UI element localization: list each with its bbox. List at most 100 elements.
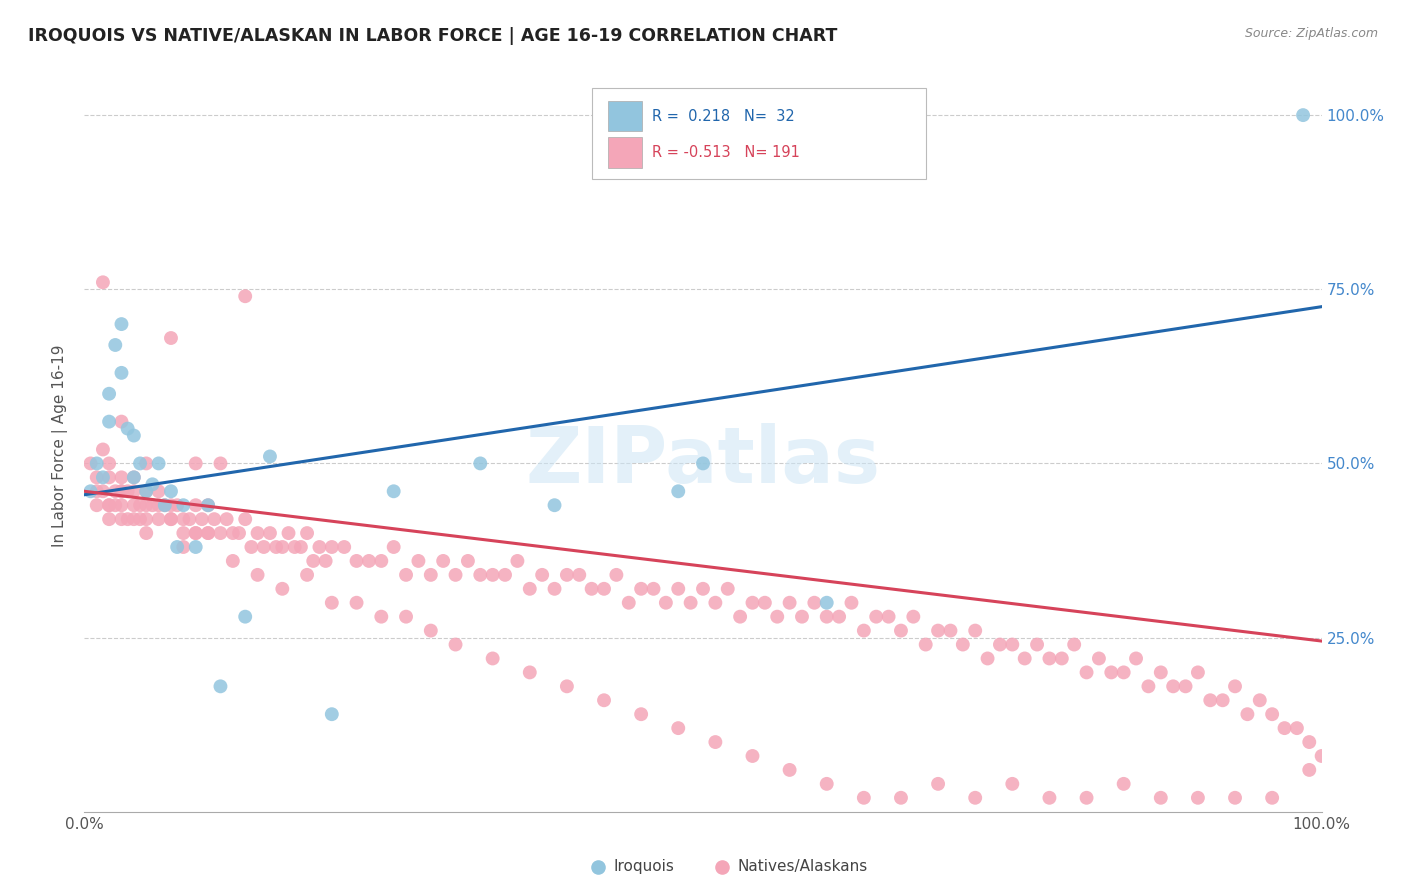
Natives/Alaskans — [253, 540, 276, 554]
Natives/Alaskans — [370, 554, 392, 568]
Natives/Alaskans — [655, 596, 678, 610]
Natives/Alaskans — [1001, 638, 1024, 652]
Natives/Alaskans — [841, 596, 863, 610]
Iroquois — [110, 317, 132, 331]
Natives/Alaskans — [197, 526, 219, 541]
Natives/Alaskans — [939, 624, 962, 638]
Natives/Alaskans — [1088, 651, 1111, 665]
Iroquois — [1292, 108, 1315, 122]
Natives/Alaskans — [741, 596, 763, 610]
Iroquois — [110, 366, 132, 380]
Natives/Alaskans — [605, 567, 627, 582]
Natives/Alaskans — [766, 609, 789, 624]
Natives/Alaskans — [877, 609, 900, 624]
Natives/Alaskans — [215, 512, 238, 526]
Natives/Alaskans — [86, 470, 108, 484]
Natives/Alaskans — [704, 735, 727, 749]
Bar — [607, 101, 643, 131]
Natives/Alaskans — [1249, 693, 1271, 707]
Natives/Alaskans — [704, 596, 727, 610]
Natives/Alaskans — [233, 512, 256, 526]
Natives/Alaskans — [233, 289, 256, 303]
Text: Natives/Alaskans: Natives/Alaskans — [738, 859, 868, 874]
Iroquois — [148, 457, 170, 471]
Natives/Alaskans — [295, 526, 318, 541]
Iroquois — [197, 498, 219, 512]
Natives/Alaskans — [264, 540, 287, 554]
Natives/Alaskans — [1112, 665, 1135, 680]
Natives/Alaskans — [122, 512, 145, 526]
Natives/Alaskans — [1125, 651, 1147, 665]
Natives/Alaskans — [865, 609, 887, 624]
Natives/Alaskans — [1001, 777, 1024, 791]
Iroquois — [135, 484, 157, 499]
Natives/Alaskans — [179, 512, 201, 526]
Natives/Alaskans — [444, 567, 467, 582]
Natives/Alaskans — [506, 554, 529, 568]
Natives/Alaskans — [531, 567, 554, 582]
Iroquois — [172, 498, 194, 512]
Natives/Alaskans — [166, 498, 188, 512]
Text: Source: ZipAtlas.com: Source: ZipAtlas.com — [1244, 27, 1378, 40]
Iroquois — [98, 386, 121, 401]
Iroquois — [122, 470, 145, 484]
Natives/Alaskans — [1014, 651, 1036, 665]
Natives/Alaskans — [1161, 679, 1184, 693]
Natives/Alaskans — [346, 554, 368, 568]
Natives/Alaskans — [1310, 749, 1333, 764]
Natives/Alaskans — [110, 484, 132, 499]
Natives/Alaskans — [581, 582, 603, 596]
Text: R = -0.513   N= 191: R = -0.513 N= 191 — [652, 145, 800, 161]
Natives/Alaskans — [1298, 763, 1320, 777]
Natives/Alaskans — [692, 582, 714, 596]
Natives/Alaskans — [927, 624, 949, 638]
Natives/Alaskans — [666, 721, 689, 735]
Natives/Alaskans — [890, 790, 912, 805]
Natives/Alaskans — [129, 512, 152, 526]
Natives/Alaskans — [976, 651, 998, 665]
Natives/Alaskans — [79, 457, 101, 471]
Natives/Alaskans — [184, 526, 207, 541]
Natives/Alaskans — [122, 498, 145, 512]
Natives/Alaskans — [741, 749, 763, 764]
Iroquois — [166, 540, 188, 554]
Iroquois — [666, 484, 689, 499]
Natives/Alaskans — [284, 540, 307, 554]
Natives/Alaskans — [104, 484, 127, 499]
Natives/Alaskans — [1261, 707, 1284, 722]
Natives/Alaskans — [117, 512, 139, 526]
Natives/Alaskans — [408, 554, 430, 568]
Natives/Alaskans — [432, 554, 454, 568]
Natives/Alaskans — [419, 624, 441, 638]
Iroquois — [815, 596, 838, 610]
Natives/Alaskans — [122, 470, 145, 484]
Y-axis label: In Labor Force | Age 16-19: In Labor Force | Age 16-19 — [52, 344, 69, 548]
Iroquois — [98, 415, 121, 429]
Natives/Alaskans — [246, 526, 269, 541]
Natives/Alaskans — [803, 596, 825, 610]
Natives/Alaskans — [519, 665, 541, 680]
Text: IROQUOIS VS NATIVE/ALASKAN IN LABOR FORCE | AGE 16-19 CORRELATION CHART: IROQUOIS VS NATIVE/ALASKAN IN LABOR FORC… — [28, 27, 838, 45]
Natives/Alaskans — [357, 554, 380, 568]
Natives/Alaskans — [98, 457, 121, 471]
Natives/Alaskans — [555, 567, 578, 582]
Natives/Alaskans — [110, 498, 132, 512]
Iroquois — [233, 609, 256, 624]
Natives/Alaskans — [246, 567, 269, 582]
Iroquois — [153, 498, 176, 512]
Iroquois — [209, 679, 232, 693]
Natives/Alaskans — [295, 567, 318, 582]
Natives/Alaskans — [228, 526, 250, 541]
Natives/Alaskans — [333, 540, 356, 554]
Natives/Alaskans — [852, 624, 875, 638]
Natives/Alaskans — [91, 275, 114, 289]
Natives/Alaskans — [160, 331, 183, 345]
Iroquois — [104, 338, 127, 352]
Natives/Alaskans — [593, 693, 616, 707]
Natives/Alaskans — [543, 582, 565, 596]
Natives/Alaskans — [197, 498, 219, 512]
Natives/Alaskans — [160, 512, 183, 526]
Natives/Alaskans — [191, 512, 214, 526]
Point — [710, 857, 733, 871]
Point — [586, 857, 609, 871]
